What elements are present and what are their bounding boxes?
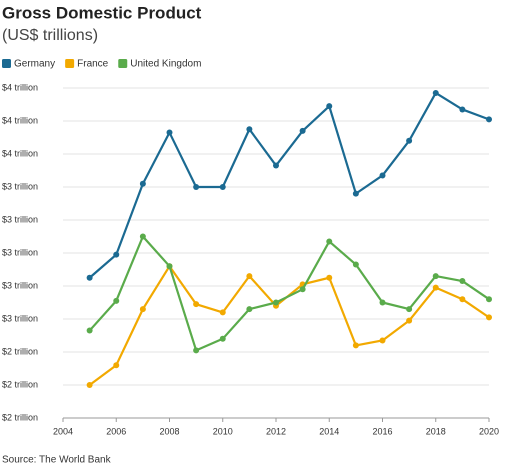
point <box>432 273 439 280</box>
point <box>273 162 279 169</box>
point <box>486 116 492 123</box>
x-tick-label: 2012 <box>266 426 286 436</box>
legend-label: France <box>77 59 109 70</box>
legend-swatch <box>65 59 75 68</box>
point <box>379 337 386 344</box>
point <box>166 263 173 270</box>
point <box>326 238 333 245</box>
point <box>406 137 413 144</box>
point <box>406 306 413 313</box>
point <box>86 274 93 281</box>
point <box>406 317 413 324</box>
x-tick-label: 2016 <box>372 426 392 436</box>
x-tick-label: 2004 <box>53 426 73 436</box>
point <box>432 284 439 291</box>
y-tick-label: $2 trillion <box>2 412 38 422</box>
x-tick-label: 2006 <box>106 426 126 436</box>
point <box>246 273 253 280</box>
chart-subtitle: (US$ trillions) <box>2 27 98 44</box>
y-tick-label: $3 trillion <box>2 181 38 191</box>
chart-title: Gross Domestic Product <box>2 3 202 22</box>
point <box>219 309 226 316</box>
point <box>113 251 120 258</box>
point <box>139 306 146 313</box>
point <box>459 106 466 113</box>
y-tick-label: $4 trillion <box>2 115 38 125</box>
point <box>113 297 120 304</box>
point <box>379 172 386 179</box>
point <box>166 129 173 136</box>
point <box>352 261 359 268</box>
point <box>326 103 333 110</box>
point <box>246 306 253 313</box>
legend-swatch <box>2 59 11 68</box>
y-tick-label: $4 trillion <box>2 148 38 158</box>
point <box>459 296 466 303</box>
point <box>139 180 146 187</box>
y-tick-label: $2 trillion <box>2 379 38 389</box>
y-tick-label: $2 trillion <box>2 346 38 356</box>
x-tick-label: 2008 <box>159 426 179 436</box>
series-line <box>88 235 490 352</box>
x-tick-label: 2020 <box>479 426 499 436</box>
point <box>326 274 333 281</box>
point <box>352 342 359 349</box>
point <box>486 296 492 303</box>
legend-label: United Kingdom <box>130 59 201 70</box>
y-tick-label: $4 trillion <box>2 82 38 92</box>
point <box>459 278 466 285</box>
point <box>193 347 200 354</box>
x-tick-label: 2010 <box>213 426 233 436</box>
point <box>352 190 359 197</box>
point <box>299 286 306 293</box>
point <box>219 184 226 190</box>
point <box>86 327 93 334</box>
legend-swatch <box>118 59 128 68</box>
y-tick-label: $3 trillion <box>2 313 38 323</box>
point <box>193 184 200 190</box>
y-tick-label: $3 trillion <box>2 247 38 257</box>
x-tick-label: 2014 <box>319 426 339 436</box>
legend-label: Germany <box>14 59 55 70</box>
point <box>219 335 226 342</box>
point <box>86 382 93 388</box>
series-line <box>88 91 490 279</box>
point <box>139 233 146 240</box>
source: Source: The World Bank <box>2 455 112 466</box>
point <box>432 89 439 96</box>
y-tick-label: $3 trillion <box>2 280 38 290</box>
point <box>379 299 386 306</box>
y-tick-label: $3 trillion <box>2 214 38 224</box>
point <box>193 301 200 308</box>
point <box>113 362 120 369</box>
point <box>246 126 253 133</box>
x-tick-label: 2018 <box>426 426 446 436</box>
point <box>299 127 306 134</box>
point <box>273 299 279 306</box>
point <box>486 314 492 321</box>
